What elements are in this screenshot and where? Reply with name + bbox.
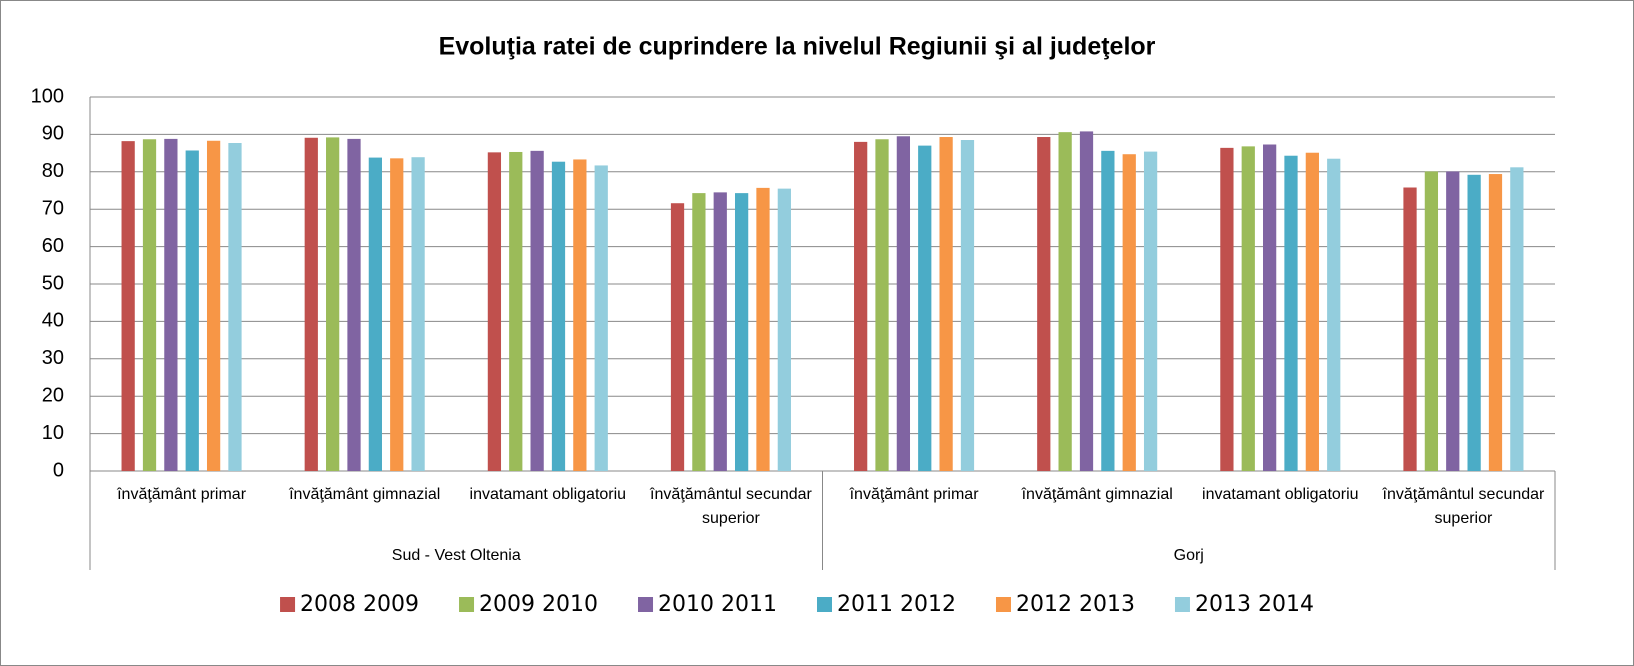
bar [1327,158,1341,471]
y-tick-label: 10 [42,422,64,444]
bar [734,193,749,472]
legend-label: 2011 2012 [837,592,956,617]
bar [939,137,953,471]
bar [1446,171,1460,471]
legend-label: 2009 2010 [479,592,598,617]
bar [854,141,868,471]
bar [594,165,608,471]
bar [918,145,932,471]
bar [347,138,361,471]
group-label: Gorj [1173,547,1204,564]
bar [390,158,404,471]
bar [164,138,178,471]
bar [1058,132,1072,471]
x-tick-label: învăţământ primar [849,486,979,503]
bar [530,150,544,471]
bar [1079,131,1094,471]
y-tick-label: 70 [42,197,64,219]
bar [121,141,135,471]
bar [1488,174,1503,471]
bar [875,139,889,471]
legend-label: 2013 2014 [1195,592,1314,617]
y-tick-label: 80 [42,160,64,182]
bar [326,137,340,471]
bar [1037,137,1051,471]
legend-swatch [280,597,296,612]
bar [692,193,706,472]
y-tick-label: 50 [42,272,64,294]
legend-swatch [1174,597,1190,612]
legend-label: 2012 2013 [1016,592,1135,617]
y-tick-label: 0 [53,459,64,481]
bar [1284,155,1298,471]
bar [1467,174,1481,472]
bar [509,151,523,471]
bar [142,139,157,471]
bar [185,150,199,471]
x-tick-label: învăţământ gimnazial [289,486,441,503]
y-tick-label: 100 [31,85,64,107]
bar [777,188,791,471]
bar [551,161,566,471]
bar [756,187,770,471]
bar [1122,154,1136,472]
x-tick-label: invatamant obligatoriu [1202,486,1359,503]
legend-swatch [459,597,475,612]
bar [1241,146,1255,472]
y-tick-label: 90 [42,123,64,145]
x-tick-label: învăţământ gimnazial [1021,486,1173,503]
legend-swatch [817,597,832,612]
y-tick-label: 30 [42,347,64,369]
bar [368,157,382,471]
y-tick-label: 60 [42,235,64,257]
bar [670,203,685,471]
x-tick-label: învăţământul secundar superior [1382,486,1545,527]
legend-label: 2008 2009 [300,592,419,617]
bar [1220,147,1234,471]
x-tick-label: invatamant obligatoriu [469,486,627,503]
bar [1305,152,1319,471]
y-tick-label: 20 [42,384,64,406]
bar [1263,144,1277,472]
bar [1510,167,1524,471]
legend-swatch [995,597,1011,612]
legend-swatch [638,597,654,612]
bar [487,152,502,472]
bar [206,140,221,471]
x-tick-label: învăţământ primar [117,486,247,503]
bar [411,157,425,472]
bar [896,136,911,471]
y-tick-label: 40 [42,310,64,332]
bar [960,140,975,471]
bar [1424,171,1439,471]
group-label: Sud - Vest Oltenia [391,547,521,564]
bar [1101,150,1115,471]
bar [228,143,242,471]
bar [573,159,587,471]
bar [304,137,318,472]
chart-title: Evoluţia ratei de cuprindere la nivelul … [439,33,1156,61]
x-tick-label: învăţământul secundar superior [650,486,812,527]
bar [1143,151,1158,471]
legend-label: 2010 2011 [658,592,777,617]
bar [1403,187,1417,471]
bar [713,192,727,471]
